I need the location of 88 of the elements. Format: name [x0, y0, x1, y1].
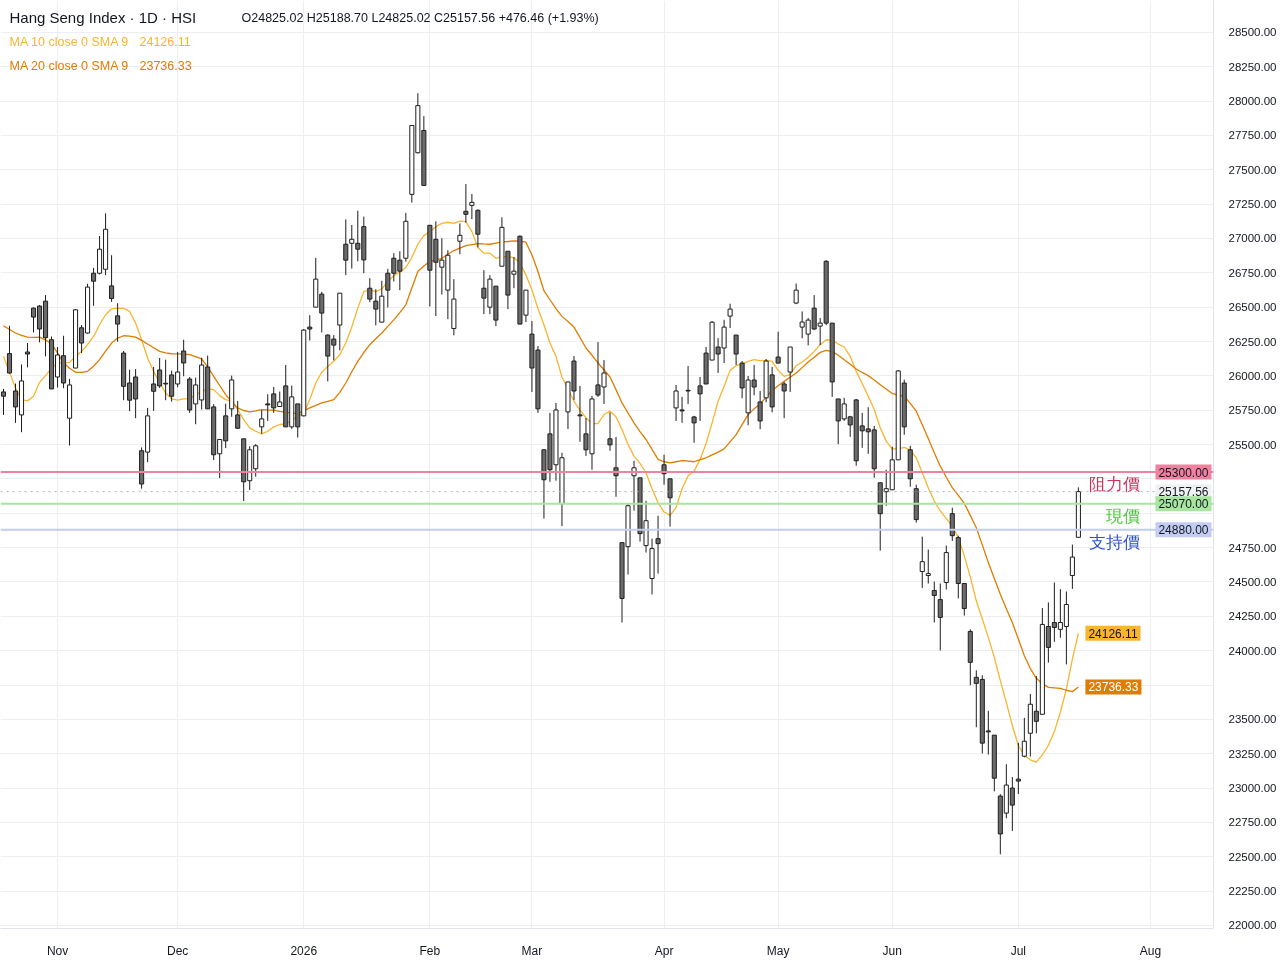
y-tick-label: 26000.00: [1228, 369, 1277, 382]
text: MA 20 close 0 SMA 9: [9, 58, 129, 73]
x-tick-label: May: [766, 943, 790, 958]
y-tick-label: 25500.00: [1228, 438, 1277, 451]
y-tick-label: 22250.00: [1228, 885, 1277, 898]
y-tick-label: 24250.00: [1228, 610, 1277, 623]
candlestick: [259, 409, 265, 435]
candlestick: [367, 277, 373, 303]
candlestick: [937, 582, 943, 651]
x-tick-label: Jul: [1010, 943, 1027, 958]
y-tick-label: 26500.00: [1228, 301, 1277, 314]
candlestick: [577, 385, 583, 443]
candlestick: [673, 384, 679, 422]
annotation: 24880.00: [1158, 523, 1209, 538]
candlestick: [24, 342, 31, 368]
x-tick-label: Feb: [419, 943, 441, 958]
y-tick-label: 23000.00: [1228, 782, 1277, 795]
candlestick: [235, 400, 241, 430]
y-tick-label: 27250.00: [1228, 198, 1277, 211]
y-tick-label: 23250.00: [1228, 747, 1277, 760]
x-tick-label: Dec: [166, 943, 189, 958]
y-tick-label: 24750.00: [1228, 541, 1277, 554]
annotation: 25157.56: [1158, 485, 1209, 500]
annotation: 25300.00: [1158, 465, 1209, 480]
x-tick-label: Mar: [521, 943, 543, 958]
candlestick: [949, 507, 955, 542]
candlestick: [6, 325, 13, 375]
y-tick-label: 26750.00: [1228, 266, 1277, 279]
candlestick: [685, 365, 691, 405]
candlestick: [307, 314, 313, 341]
candlestick: [475, 208, 481, 248]
y-tick-label: 24000.00: [1228, 644, 1277, 657]
candlestick: [457, 222, 463, 255]
candlestick: [463, 183, 469, 224]
candlestick: [655, 515, 661, 575]
candlestick: [733, 334, 739, 366]
text: O24825.02 H25188.70 L24825.02 C25157.56 +476.46 (+1.93%): [241, 10, 599, 25]
text: MA 10 close 0 SMA 9: [9, 34, 129, 49]
y-tick-label: 24500.00: [1228, 575, 1277, 588]
y-tick-label: 27500.00: [1228, 163, 1277, 176]
y-tick-label: 27750.00: [1228, 129, 1277, 142]
candlestick: [925, 549, 931, 584]
y-tick-label: 28000.00: [1228, 95, 1277, 108]
candlestick: [115, 302, 121, 343]
y-tick-label: 27000.00: [1228, 232, 1277, 245]
y-tick-label: 23500.00: [1228, 713, 1277, 726]
y-tick-label: 25750.00: [1228, 404, 1277, 417]
candlestick: [109, 254, 115, 303]
candlestick: [1069, 544, 1075, 590]
candlestick: [931, 581, 937, 624]
ref-line-label: 阻力價: [1088, 475, 1140, 495]
candlestick: [607, 412, 613, 452]
data-label: 24126.11: [1088, 626, 1138, 641]
candlestick: [727, 303, 733, 329]
ref-line-label: 現價: [1105, 506, 1140, 526]
x-tick-label: Jun: [882, 943, 902, 958]
candlestick: [679, 396, 685, 424]
candlestick: [1015, 742, 1021, 795]
annotation: 25070.00: [1158, 497, 1209, 512]
candlestick: [919, 536, 925, 589]
candlestick: [0, 388, 7, 416]
candlestick: [757, 390, 763, 430]
text: 24126.11: [139, 35, 191, 49]
y-tick-label: 22000.00: [1228, 919, 1277, 932]
candlestick: [775, 331, 781, 364]
y-tick-label: 26250.00: [1228, 335, 1277, 348]
candlestick: [697, 376, 703, 422]
line-series: [2, 240, 1080, 693]
ref-line-label: 支持價: [1088, 532, 1140, 552]
candlestick: [1021, 717, 1027, 758]
text: 23736.33: [139, 59, 192, 73]
x-tick-label: Aug: [1139, 943, 1162, 958]
data-label: 23736.33: [1088, 680, 1139, 695]
y-tick-label: 22500.00: [1228, 850, 1277, 863]
y-tick-label: 28250.00: [1228, 60, 1277, 73]
line-series: [2, 220, 1080, 763]
y-tick-label: 22750.00: [1228, 816, 1277, 829]
candlestick: [781, 381, 787, 419]
x-tick-label: 2026: [290, 943, 318, 958]
candlestick: [469, 193, 475, 220]
candlestick: [667, 478, 673, 528]
x-tick-label: Nov: [46, 943, 69, 958]
text: Hang Seng Index · 1D · HSI: [9, 9, 197, 26]
candlestick: [181, 339, 187, 377]
y-tick-label: 28500.00: [1228, 26, 1277, 39]
x-tick-label: Apr: [654, 943, 674, 958]
candlestick: [343, 218, 349, 276]
candlestick: [691, 415, 697, 444]
